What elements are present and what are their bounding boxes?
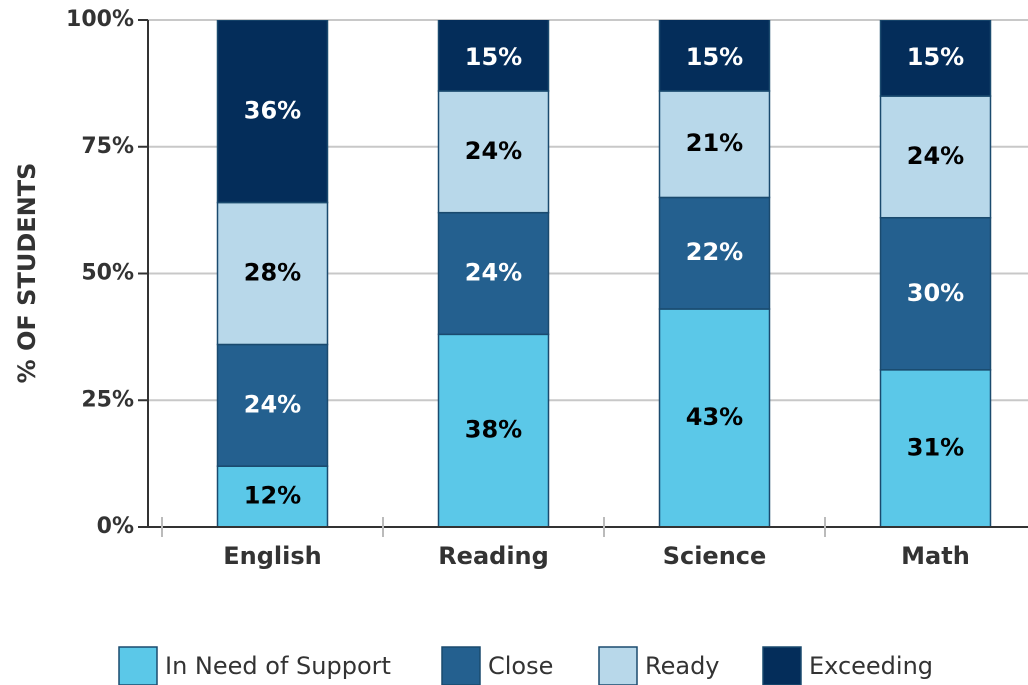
bar-segment	[879, 20, 992, 97]
bar-segment	[216, 343, 329, 467]
legend-swatch	[441, 646, 481, 685]
bar-segment	[437, 211, 550, 336]
data-label: 15%	[686, 43, 743, 71]
data-label: 36%	[244, 96, 301, 124]
data-label: 22%	[686, 238, 743, 266]
y-tick-label: 0%	[97, 514, 134, 539]
data-label: 31%	[907, 433, 964, 461]
bar-segment	[879, 95, 992, 219]
bar-segment	[437, 20, 550, 92]
x-tick-label: Math	[901, 542, 970, 570]
data-label: 24%	[907, 142, 964, 170]
legend-swatch	[118, 646, 158, 685]
legend-label: Exceeding	[809, 652, 933, 680]
y-tick-label: 75%	[81, 134, 134, 159]
y-tick-label: 100%	[66, 7, 134, 32]
y-axis-label: % OF STUDENTS	[13, 163, 41, 384]
bar-segment	[216, 201, 329, 346]
legend-label: Ready	[645, 652, 720, 680]
bar-segment	[879, 216, 992, 371]
data-label: 30%	[907, 279, 964, 307]
data-label: 24%	[244, 390, 301, 418]
legend-swatch	[598, 646, 638, 685]
x-tick-label: English	[223, 542, 321, 570]
data-label: 15%	[465, 43, 522, 71]
bar-segment	[658, 308, 771, 527]
bar-segment	[879, 369, 992, 527]
y-tick-label: 50%	[81, 261, 134, 286]
x-tick-label: Science	[663, 542, 767, 570]
data-label: 12%	[244, 482, 301, 510]
data-label: 24%	[465, 259, 522, 287]
bar-segment	[658, 196, 771, 310]
data-label: 24%	[465, 137, 522, 165]
bar-segment	[658, 90, 771, 199]
data-label: 38%	[465, 416, 522, 444]
x-tick-label: Reading	[438, 542, 549, 570]
legend-label: Close	[488, 652, 553, 680]
y-tick-label: 25%	[81, 387, 134, 412]
bars	[216, 20, 992, 527]
data-label: 43%	[686, 403, 743, 431]
data-label: 15%	[907, 43, 964, 71]
legend-label: In Need of Support	[165, 652, 391, 680]
data-label: 21%	[686, 129, 743, 157]
data-label: 28%	[244, 259, 301, 287]
bar-segment	[658, 20, 771, 92]
legend-swatch	[762, 646, 802, 685]
bar-segment	[216, 20, 329, 204]
